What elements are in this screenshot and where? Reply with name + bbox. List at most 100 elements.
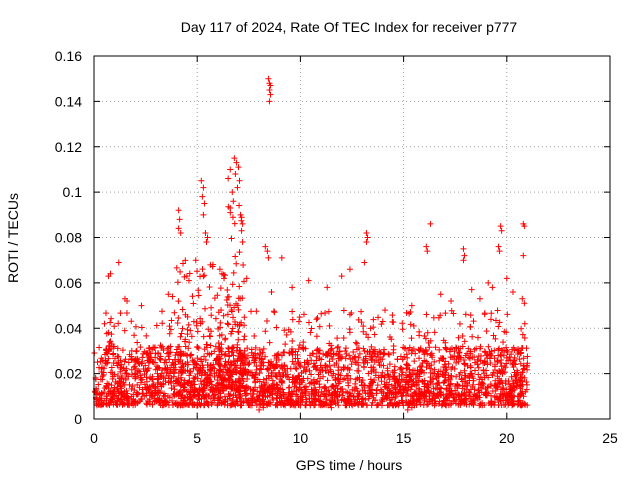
data-point: [462, 397, 469, 404]
data-point: [403, 399, 410, 406]
x-tick-label: 25: [602, 430, 618, 446]
data-point: [425, 339, 432, 346]
data-point: [440, 337, 447, 344]
data-point: [421, 383, 428, 390]
data-point: [296, 314, 303, 321]
data-point: [120, 365, 127, 372]
data-point: [229, 308, 236, 315]
data-point: [447, 354, 454, 361]
data-point: [305, 277, 312, 284]
data-point: [203, 398, 210, 405]
data-point: [182, 400, 189, 407]
data-point: [178, 402, 185, 409]
data-point: [214, 382, 221, 389]
data-point: [233, 159, 240, 166]
data-point: [239, 295, 246, 302]
data-point: [516, 356, 523, 363]
data-point: [123, 310, 130, 317]
data-point: [179, 325, 186, 332]
data-point: [354, 340, 361, 347]
data-point: [182, 368, 189, 375]
data-point: [206, 351, 213, 358]
data-point: [137, 379, 144, 386]
data-point: [241, 314, 248, 321]
data-point: [115, 380, 122, 387]
data-point: [367, 353, 374, 360]
data-point: [500, 339, 507, 346]
data-point: [107, 369, 114, 376]
data-point: [173, 377, 180, 384]
data-point: [465, 345, 472, 352]
data-point: [223, 369, 230, 376]
data-point: [240, 399, 247, 406]
data-point: [345, 396, 352, 403]
data-point: [236, 283, 243, 290]
data-point: [504, 348, 511, 355]
data-point: [213, 356, 220, 363]
data-point: [129, 383, 136, 390]
data-point: [187, 388, 194, 395]
data-point: [297, 393, 304, 400]
data-point: [426, 396, 433, 403]
data-point: [413, 381, 420, 388]
data-point: [265, 254, 272, 261]
data-point: [513, 377, 520, 384]
data-point: [224, 397, 231, 404]
data-point: [193, 402, 200, 409]
data-point: [335, 371, 342, 378]
data-point: [136, 398, 143, 405]
data-point: [407, 309, 414, 316]
data-point: [358, 308, 365, 315]
data-point: [107, 399, 114, 406]
data-point: [178, 330, 185, 337]
data-point: [100, 371, 107, 378]
data-point: [360, 363, 367, 370]
data-point: [326, 322, 333, 329]
data-point: [103, 382, 110, 389]
data-point: [429, 354, 436, 361]
data-point: [421, 332, 428, 339]
data-point: [182, 360, 189, 367]
data-point: [509, 346, 516, 353]
data-point: [275, 356, 282, 363]
data-point: [378, 402, 385, 409]
data-point: [408, 350, 415, 357]
data-point: [273, 352, 280, 359]
data-point: [121, 358, 128, 365]
data-point: [223, 297, 230, 304]
data-point: [293, 387, 300, 394]
data-point: [107, 319, 114, 326]
data-point: [178, 370, 185, 377]
data-point: [292, 365, 299, 372]
data-point: [442, 310, 449, 317]
data-point: [237, 365, 244, 372]
data-point: [317, 375, 324, 382]
data-point: [501, 362, 508, 369]
data-point: [313, 316, 320, 323]
data-point: [502, 364, 509, 371]
data-point: [204, 401, 211, 408]
data-point: [376, 348, 383, 355]
data-point: [274, 392, 281, 399]
y-tick-label: 0.16: [55, 48, 82, 64]
data-point: [461, 361, 468, 368]
data-point: [231, 358, 238, 365]
data-point: [153, 322, 160, 329]
data-point: [264, 387, 271, 394]
data-point: [237, 377, 244, 384]
data-point: [164, 350, 171, 357]
data-point: [144, 384, 151, 391]
data-point: [206, 283, 213, 290]
data-point: [235, 164, 242, 171]
data-point: [159, 320, 166, 327]
data-point: [339, 392, 346, 399]
data-point: [516, 382, 523, 389]
data-point: [237, 402, 244, 409]
data-point: [366, 349, 373, 356]
data-point: [222, 350, 229, 357]
data-point: [161, 398, 168, 405]
data-point: [229, 379, 236, 386]
data-point: [211, 387, 218, 394]
grid-layer: [94, 56, 610, 419]
data-point: [253, 308, 260, 315]
